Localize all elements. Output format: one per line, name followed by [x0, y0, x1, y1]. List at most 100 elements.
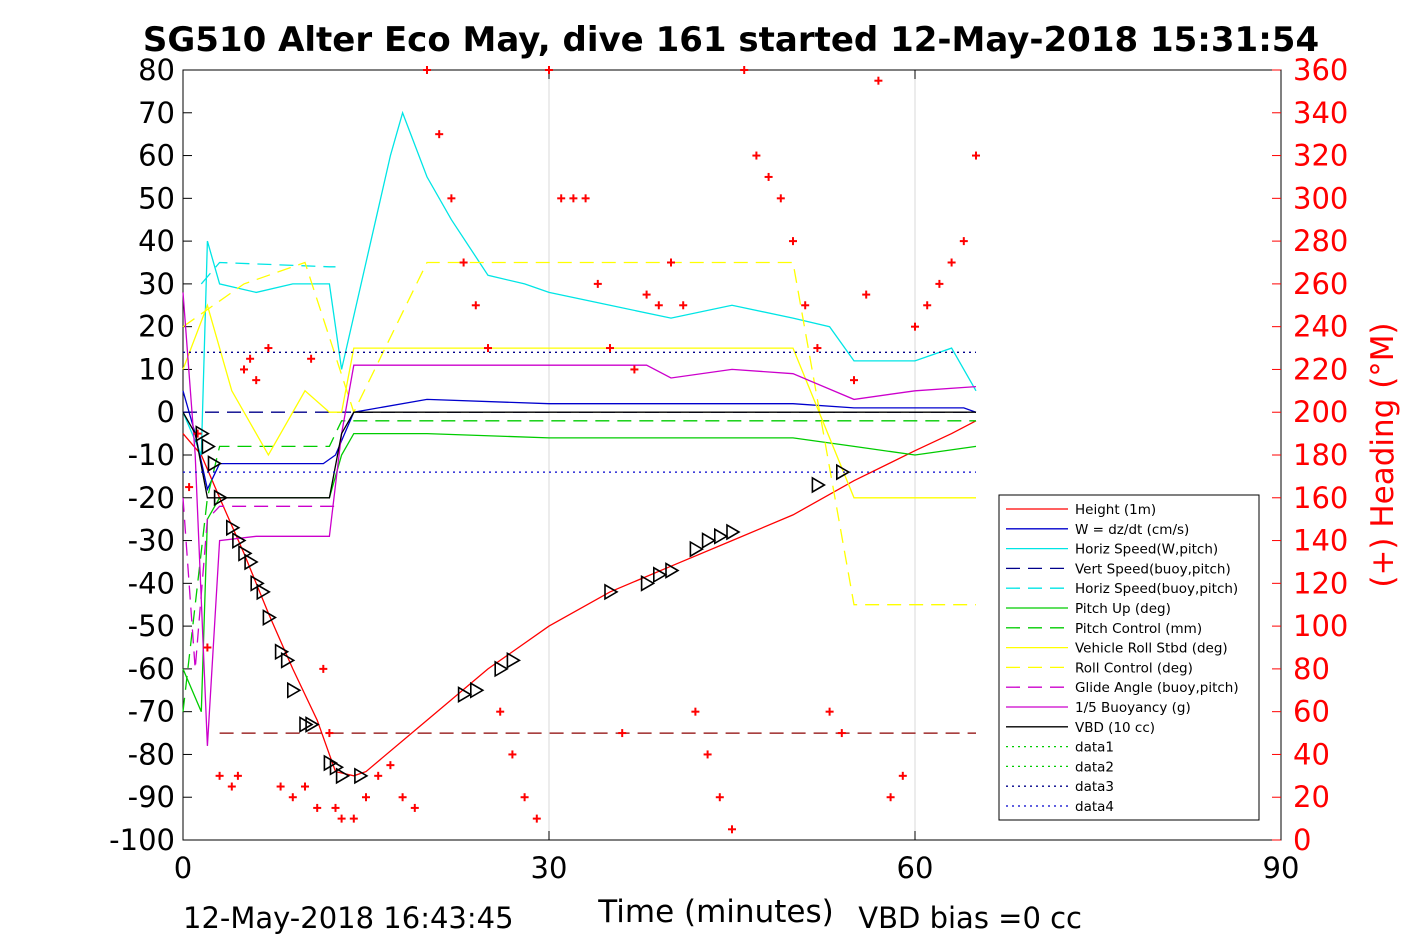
heading-point	[703, 750, 712, 759]
heading-point	[923, 301, 932, 310]
heading-point	[349, 814, 358, 823]
heading-point	[374, 771, 383, 780]
heading-point	[569, 194, 578, 203]
x-tick-label: 30	[531, 851, 568, 885]
heading-point	[789, 237, 797, 246]
legend-label: W = dz/dt (cm/s)	[1075, 522, 1189, 538]
legend-label: Horiz Speed(buoy,pitch)	[1075, 581, 1238, 597]
y-tick-label: 40	[138, 224, 175, 258]
heading-point	[288, 793, 297, 802]
heading-point	[679, 301, 688, 310]
legend-entry: Horiz Speed(W,pitch)	[1006, 542, 1218, 558]
heading-point	[886, 793, 895, 802]
triangle-markers	[195, 425, 851, 785]
triangle-marker	[195, 425, 210, 443]
legend-entry: Vert Speed(buoy,pitch)	[1006, 561, 1231, 577]
heading-point	[935, 279, 944, 288]
heading-point	[837, 729, 846, 738]
legend: Height (1m) W = dz/dt (cm/s) Horiz Speed(W…	[998, 494, 1260, 821]
triangle-marker	[305, 716, 320, 733]
y-tick-label: -10	[128, 438, 175, 472]
triangle-marker	[701, 532, 717, 549]
heading-point	[240, 365, 248, 374]
heading-point	[593, 279, 602, 288]
heading-point	[264, 344, 273, 353]
heading-point	[947, 258, 956, 267]
heading-markers	[185, 66, 980, 834]
series-line	[182, 261, 976, 606]
heading-point	[508, 750, 517, 759]
y2-tick-label: 360	[1293, 53, 1348, 87]
legend-label: Vert Speed(buoy,pitch)	[1075, 561, 1231, 577]
y2-tick-label: 60	[1293, 695, 1330, 729]
y-tick-label: -50	[128, 609, 175, 643]
heading-point	[581, 194, 590, 203]
y2-tick-label: 200	[1293, 395, 1348, 429]
y-tick-label: -30	[128, 524, 175, 558]
legend-label: Roll Control (deg)	[1075, 660, 1193, 676]
triangle-marker	[256, 583, 271, 601]
series-line	[182, 420, 977, 777]
heading-point	[691, 707, 700, 716]
y-tick-label: -70	[128, 695, 175, 729]
heading-point	[557, 194, 566, 203]
triangle-marker	[811, 476, 826, 494]
y2-tick-label: 40	[1293, 737, 1330, 771]
triangle-marker	[506, 651, 521, 669]
y-tick-label: 80	[138, 53, 175, 87]
heading-point	[246, 354, 255, 363]
legend-label: Height (1m)	[1075, 502, 1156, 518]
y-tick-label: -60	[128, 652, 175, 686]
triangle-marker	[335, 767, 351, 785]
triangle-marker	[226, 519, 241, 537]
y2-tick-label: 220	[1293, 352, 1348, 386]
series-line	[182, 420, 976, 712]
legend-entry: Roll Control (deg)	[1006, 660, 1193, 676]
heading-point	[496, 707, 505, 716]
legend-entry: Height (1m)	[1006, 502, 1156, 518]
legend-label: data4	[1075, 799, 1114, 815]
legend-entry: data2	[1006, 759, 1114, 775]
heading-point	[484, 344, 492, 353]
heading-point	[715, 793, 724, 802]
heading-point	[331, 803, 340, 812]
y2-tick-label: 100	[1293, 609, 1348, 643]
triangle-marker	[726, 523, 741, 541]
triangle-marker	[262, 609, 277, 626]
series-line	[182, 303, 976, 499]
legend-label: data3	[1075, 779, 1114, 795]
heading-point	[959, 237, 968, 246]
heading-point	[193, 429, 202, 438]
heading-point	[337, 814, 346, 823]
y-tick-label: 30	[138, 267, 175, 301]
heading-point	[813, 344, 822, 353]
x-axis-ticks: 0 30 60 90	[174, 70, 1299, 885]
heading-point	[447, 194, 456, 203]
legend-entry: Pitch Up (deg)	[1006, 601, 1171, 617]
legend-entry: W = dz/dt (cm/s)	[1006, 522, 1189, 538]
series-line	[182, 411, 976, 499]
series-line	[182, 390, 977, 492]
heading-point	[764, 172, 773, 181]
series-line	[182, 432, 977, 712]
heading-point	[606, 344, 614, 353]
triangle-marker	[469, 681, 485, 699]
heading-point	[862, 290, 871, 299]
heading-point	[911, 322, 919, 331]
legend-label: Pitch Up (deg)	[1075, 601, 1171, 617]
y2-tick-label: 180	[1293, 438, 1348, 472]
footer-timestamp: 12-May-2018 16:43:45	[183, 901, 514, 935]
heading-point	[972, 151, 980, 160]
series-line	[182, 497, 336, 669]
heading-point	[362, 793, 370, 802]
legend-label: Glide Angle (buoy,pitch)	[1075, 680, 1239, 696]
y2-tick-label: 80	[1293, 652, 1330, 686]
heading-point	[728, 825, 736, 834]
y2-tick-label: 120	[1293, 566, 1348, 600]
triangle-marker	[652, 566, 668, 584]
triangle-marker	[713, 527, 729, 545]
chart-title: SG510 Alter Eco May, dive 161 started 12…	[143, 20, 1319, 60]
y-tick-label: 60	[138, 139, 175, 173]
heading-point	[227, 782, 236, 791]
